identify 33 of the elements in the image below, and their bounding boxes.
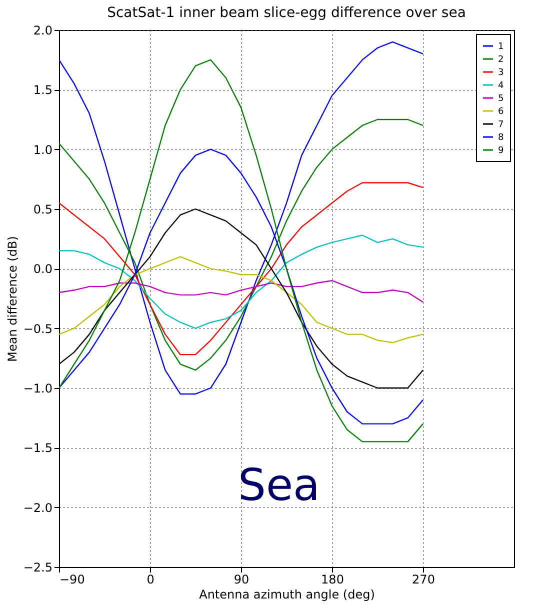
x-tick-label: 270	[412, 572, 435, 586]
legend-label: 9	[498, 146, 504, 156]
x-tick-label: 0	[146, 572, 154, 586]
line-series	[59, 59, 424, 442]
y-tick-label: −2.0	[23, 500, 52, 515]
y-tick-label: −1.5	[23, 441, 52, 456]
legend-label: 1	[498, 42, 504, 52]
legend-label: 2	[498, 55, 504, 65]
x-tick-label: 180	[321, 572, 344, 586]
line-series	[59, 256, 424, 344]
y-tick-label: 1.0	[33, 142, 52, 157]
legend-label: 7	[498, 120, 504, 130]
y-tick-label: −2.5	[23, 560, 52, 574]
y-tick-label: −0.5	[23, 322, 52, 336]
legend-label: 4	[498, 81, 504, 91]
x-tick-label: 90	[234, 572, 250, 586]
legend-label: 3	[498, 68, 504, 78]
y-axis-title: Mean difference (dB)	[5, 236, 20, 362]
legend-label: 6	[498, 107, 504, 117]
y-tick-label: 2.0	[33, 24, 52, 38]
line-series	[59, 234, 424, 329]
legend-label: 8	[498, 133, 504, 143]
y-tick-label: −1.0	[23, 382, 52, 396]
line-series	[59, 280, 424, 303]
line-series	[59, 182, 424, 356]
x-tick-label: −90	[60, 572, 85, 586]
legend-label: 5	[498, 94, 504, 104]
x-axis-title: Antenna azimuth angle (deg)	[199, 588, 375, 602]
y-tick-label: 1.5	[33, 83, 52, 98]
y-tick-label: 0.5	[33, 202, 52, 216]
annotation: Sea	[238, 460, 320, 511]
y-tick-label: 0.0	[33, 262, 52, 276]
chart-title: ScatSat-1 inner beam slice-egg difference over sea	[107, 5, 466, 21]
